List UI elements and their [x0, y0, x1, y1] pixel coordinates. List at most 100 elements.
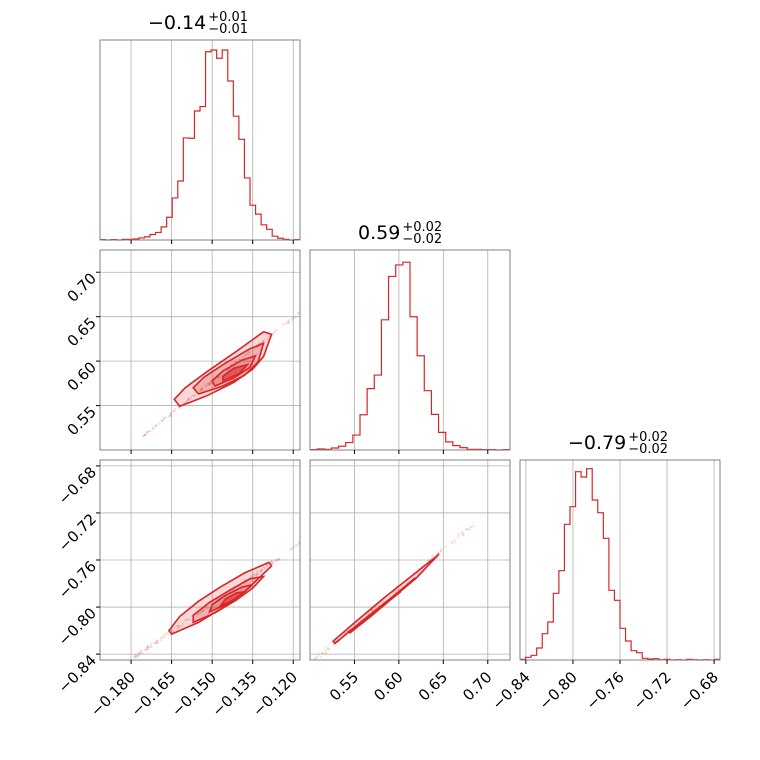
sample-point — [204, 606, 207, 609]
sample-point — [187, 397, 190, 400]
sample-point — [263, 338, 266, 342]
y-tick-label: −0.84 — [55, 651, 100, 696]
sample-point — [209, 380, 212, 383]
sample-point — [275, 328, 278, 331]
sample-point — [238, 358, 241, 361]
sample-point — [201, 387, 204, 390]
sample-point — [161, 419, 164, 422]
sample-point — [245, 353, 249, 356]
sample-point — [135, 655, 138, 658]
sample-point — [259, 569, 262, 573]
sample-point — [271, 562, 275, 565]
sample-point — [462, 533, 465, 536]
title-lower-error: −0.02 — [402, 232, 442, 247]
sample-point — [241, 356, 244, 359]
sample-point — [152, 428, 155, 431]
sample-point — [260, 568, 263, 571]
panel-frame — [309, 249, 511, 451]
sample-point — [440, 547, 443, 551]
histogram-line — [310, 261, 510, 451]
sample-point — [208, 383, 211, 386]
sample-point — [287, 318, 290, 322]
sample-point — [227, 368, 230, 371]
sample-point — [199, 610, 202, 613]
sample-point — [273, 332, 276, 335]
sample-point — [134, 654, 137, 657]
y-tick-label: 0.60 — [64, 358, 100, 394]
sample-point — [146, 646, 149, 650]
panel-title-1: 0.59 — [358, 222, 400, 244]
sample-point — [294, 544, 297, 547]
x-tick-label: −0.80 — [536, 668, 581, 713]
sample-point — [146, 431, 149, 434]
density-contour — [222, 363, 250, 382]
sample-point — [200, 387, 203, 390]
sample-point — [149, 430, 152, 433]
sample-point — [138, 653, 141, 656]
y-tick-label: −0.68 — [55, 463, 100, 508]
sample-point — [318, 653, 321, 656]
sample-point — [137, 653, 140, 656]
sample-point — [266, 564, 269, 567]
sample-point — [324, 652, 327, 655]
sample-point — [173, 626, 176, 629]
sample-point — [150, 645, 153, 648]
sample-point — [204, 385, 207, 388]
sample-point — [285, 322, 288, 325]
sample-point — [209, 381, 212, 384]
sample-point — [165, 416, 168, 419]
density-contour — [361, 591, 402, 624]
sample-point — [193, 394, 196, 397]
sample-point — [270, 560, 273, 563]
sample-point — [373, 607, 376, 610]
title-upper-error: +0.02 — [628, 430, 668, 445]
sample-point — [160, 636, 163, 639]
sample-point — [370, 609, 373, 612]
sample-point — [243, 355, 246, 358]
sample-point — [144, 433, 147, 436]
y-tick-label: −0.80 — [55, 604, 100, 649]
sample-point — [439, 550, 442, 553]
x-tick-label: −0.120 — [249, 668, 301, 720]
title-median: −0.79 — [568, 432, 626, 454]
sample-point — [155, 425, 158, 428]
sample-point — [468, 528, 472, 531]
sample-point — [319, 655, 322, 659]
sample-point — [454, 541, 457, 544]
scatter-panel-2-1 — [309, 459, 511, 664]
sample-point — [201, 610, 204, 613]
sample-point — [141, 652, 144, 655]
sample-point — [439, 550, 442, 553]
histogram-line — [100, 49, 300, 241]
sample-point — [146, 432, 149, 435]
sample-point — [170, 629, 173, 632]
sample-point — [320, 652, 324, 655]
sample-point — [146, 646, 150, 649]
sample-point — [271, 562, 274, 565]
sample-point — [201, 389, 204, 392]
sample-point — [142, 435, 145, 438]
title-median: −0.14 — [148, 12, 206, 34]
y-tick-label: 0.70 — [64, 269, 100, 305]
sample-point — [169, 414, 172, 417]
sample-point — [170, 413, 173, 416]
sample-point — [315, 655, 318, 658]
x-tick-label: 0.60 — [370, 668, 406, 704]
sample-point — [202, 609, 205, 613]
sample-point — [460, 530, 464, 533]
sample-point — [159, 639, 162, 642]
sample-point — [171, 629, 174, 632]
sample-point — [256, 572, 259, 575]
density-contour — [332, 553, 440, 645]
sample-point — [227, 368, 230, 371]
sample-point — [156, 640, 159, 643]
sample-point — [260, 569, 263, 572]
sample-point — [470, 525, 473, 529]
sample-point — [238, 358, 241, 361]
sample-point — [277, 557, 281, 560]
sample-point — [256, 570, 259, 573]
x-tick-label: −0.76 — [583, 668, 628, 713]
title-upper-error: +0.02 — [402, 220, 442, 235]
sample-point — [146, 647, 150, 650]
title-median: 0.59 — [358, 222, 400, 244]
